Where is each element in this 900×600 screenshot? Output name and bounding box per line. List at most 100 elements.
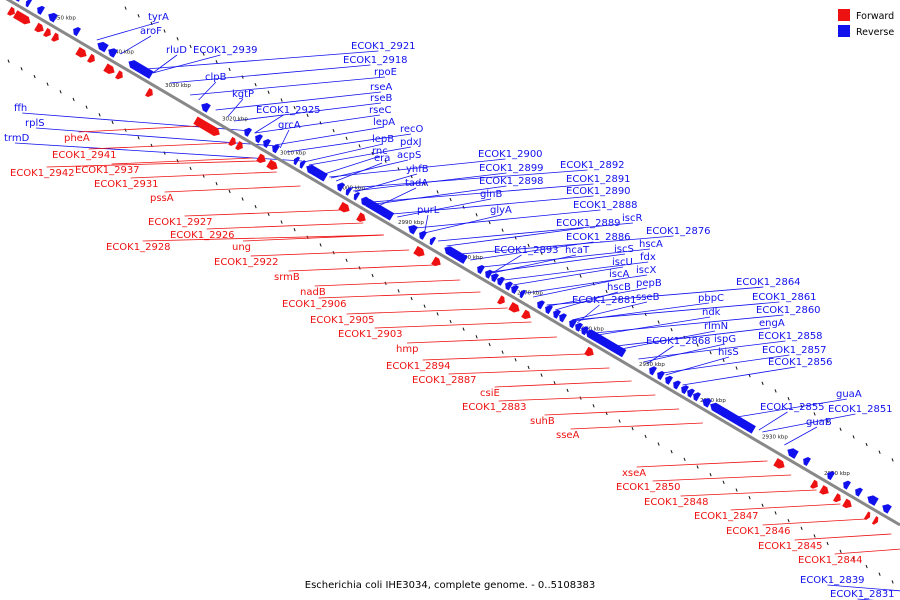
tick-mark (20, 67, 23, 71)
leader-line (680, 489, 817, 497)
gene-label-ecok1-2906: ECOK1_2906 (282, 299, 347, 310)
leader-line (354, 173, 418, 193)
forward-gene-arrow (338, 201, 350, 213)
leader-line (279, 129, 290, 149)
leader-line (794, 533, 892, 541)
tick-mark (59, 90, 62, 94)
leader-line (164, 185, 301, 193)
label-leader-lines (14, 21, 900, 600)
tick-mark (761, 503, 764, 508)
tick-mark (670, 450, 673, 454)
gene-label-ecok1-2890: ECOK1_2890 (566, 186, 631, 197)
tick-mark (449, 197, 452, 202)
leader-line (286, 133, 412, 153)
tick-mark (683, 335, 686, 340)
leader-line (498, 394, 656, 402)
forward-gene-arrow (7, 6, 15, 16)
gene-label-grca: grcA (278, 120, 301, 131)
gene-label-glnb: glnB (480, 189, 502, 200)
tick-mark (501, 350, 504, 354)
tick-mark (137, 14, 140, 18)
gene-label-pepb: pepB (636, 278, 662, 289)
tick-mark (891, 580, 894, 584)
tick-mark (163, 29, 166, 33)
tick-mark (839, 549, 842, 553)
gene-label-arof: aroF (140, 26, 162, 37)
leader-line (14, 142, 303, 162)
leader-line (329, 158, 506, 178)
tick-mark (709, 351, 712, 355)
tick-mark (436, 312, 439, 316)
tick-mark (46, 82, 49, 86)
tick-mark (657, 442, 660, 446)
leader-line (646, 345, 674, 365)
reverse-gene-arrow (272, 144, 280, 154)
reverse-gene-arrow (710, 402, 756, 434)
gene-label-iscs: iscS (614, 244, 634, 255)
leader-line (392, 195, 594, 215)
reverse-gene-arrow (827, 471, 835, 481)
tick-mark (761, 381, 764, 386)
reverse-gene-arrow (37, 5, 45, 15)
gene-label-acps: acpS (397, 150, 421, 161)
forward-gene-arrow (833, 493, 841, 503)
forward-gene-arrow (198, 119, 220, 136)
forward-gene-arrow (103, 63, 115, 75)
gene-label-suhb: suhB (530, 416, 555, 427)
kbp-tick-label: 2960 kbp (578, 326, 604, 332)
leader-line (533, 278, 621, 298)
reverse-gene-arrow (477, 264, 485, 275)
leader-line (145, 50, 379, 70)
reverse-gene-arrow (485, 269, 493, 279)
reverse-gene-arrow (306, 164, 328, 182)
gene-label-ecok1-2903: ECOK1_2903 (338, 329, 403, 340)
tick-mark (215, 60, 218, 64)
gene-label-ecok1-2831: ECOK1_2831 (830, 589, 895, 600)
reverse-gene-arrow (73, 27, 81, 37)
tick-mark (228, 189, 231, 194)
gene-label-ecok1-2931: ECOK1_2931 (94, 179, 159, 190)
gene-label-era: era (374, 153, 390, 164)
gene-label-hcat: hcaT (565, 245, 590, 256)
legend-reverse-swatch (838, 25, 850, 37)
reverse-gene-arrow (803, 457, 811, 467)
reverse-gene-arrow (581, 326, 589, 336)
tick-mark (683, 457, 686, 462)
tick-mark (449, 319, 452, 324)
tick-mark (254, 205, 257, 209)
kbp-tick-label: 3010 kbp (280, 151, 306, 157)
leader-line (636, 460, 768, 468)
leader-line (314, 279, 461, 287)
leader-line (303, 143, 384, 163)
gene-label-ssea: sseA (556, 430, 580, 441)
tick-mark (436, 190, 439, 194)
leader-line (546, 286, 764, 306)
reverse-gene-arrow (649, 366, 657, 376)
tick-mark (176, 37, 179, 41)
tick-mark (774, 389, 777, 393)
gene-label-rpoe: rpoE (374, 67, 397, 78)
kbp-tick-label: 2920 kbp (824, 471, 850, 477)
leader-line (142, 234, 384, 242)
tick-mark (176, 159, 179, 163)
reverse-gene-arrow (505, 281, 513, 291)
tick-mark (189, 44, 192, 49)
reverse-gene-arrow (255, 134, 263, 144)
reverse-gene-arrow (201, 103, 211, 113)
reverse-gene-arrow (497, 276, 505, 286)
leader-line (96, 21, 160, 41)
forward-gene-arrow (863, 511, 871, 520)
tick-mark (527, 365, 530, 370)
reverse-gene-arrow (429, 236, 437, 246)
gene-label-ecok1-2860: ECOK1_2860 (756, 305, 821, 316)
tick-mark (774, 511, 777, 515)
tick-mark (670, 328, 673, 332)
gene-label-kgtp: kgtP (232, 89, 254, 100)
reverse-gene-arrow (444, 246, 468, 264)
kbp-tick-label: 3030 kbp (165, 83, 191, 89)
gene-label-hiss: hisS (718, 347, 739, 358)
gene-label-ecok1-2857: ECOK1_2857 (762, 345, 827, 356)
leader-line (638, 340, 786, 360)
